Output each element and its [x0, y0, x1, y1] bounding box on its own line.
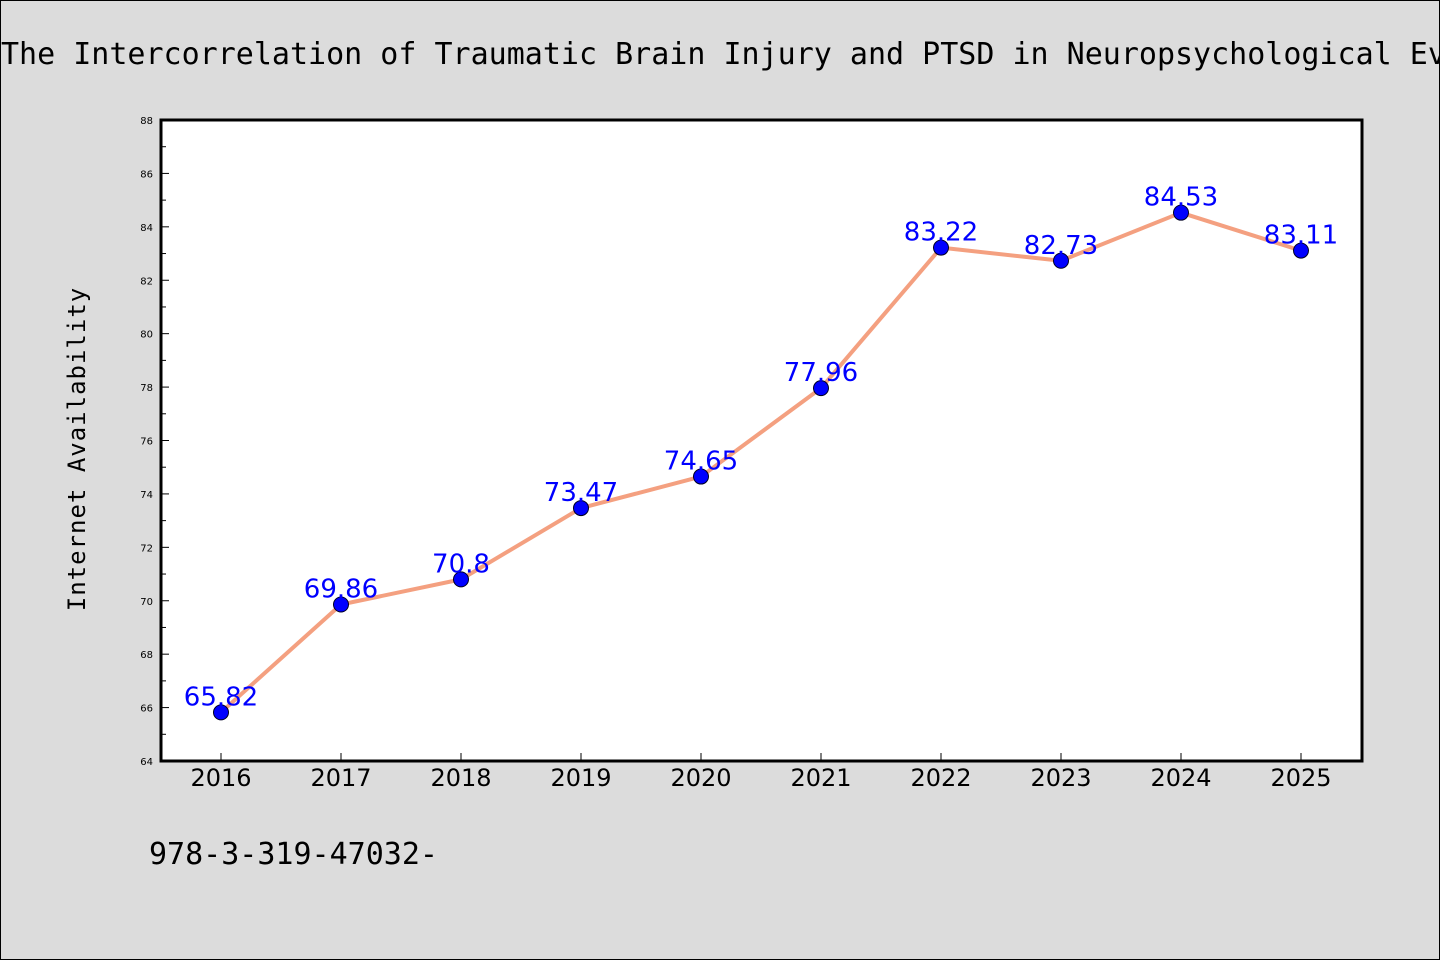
plot-frame — [159, 118, 1364, 763]
footer-text: 978-3-319-47032- — [149, 837, 438, 872]
data-label: 69.86 — [304, 574, 378, 604]
x-tick-label: 2024 — [1150, 764, 1211, 792]
data-label: 74.65 — [664, 447, 738, 477]
x-tick-label: 2023 — [1030, 764, 1091, 792]
data-label: 82.73 — [1024, 231, 1098, 261]
data-points — [213, 204, 1309, 721]
x-tick-label: 2025 — [1270, 764, 1331, 792]
data-point — [213, 704, 229, 721]
y-tick-label: 66 — [140, 704, 153, 715]
data-label: 77.96 — [784, 358, 858, 388]
x-tick-label: 2017 — [310, 764, 371, 792]
data-point — [333, 596, 349, 613]
y-tick-label: 72 — [140, 543, 153, 554]
data-point — [453, 571, 469, 588]
data-point — [1053, 252, 1069, 269]
series-line — [219, 210, 1302, 714]
data-point — [1293, 242, 1309, 259]
data-point — [933, 239, 949, 256]
data-label: 83.11 — [1264, 221, 1338, 251]
y-tick-label: 78 — [140, 383, 153, 394]
data-point — [693, 468, 709, 485]
y-tick-label: 64 — [140, 757, 153, 768]
plot-area — [161, 120, 1362, 761]
data-point — [813, 380, 829, 397]
data-labels: 65.82 69.86 70.8 73.47 74.65 77.96 83.22 82.73 8… — [184, 183, 1338, 713]
y-tick-label: 86 — [140, 169, 153, 180]
x-tick-label: 2022 — [910, 764, 971, 792]
data-label: 70.8 — [432, 549, 490, 579]
data-label: 83.22 — [904, 218, 978, 248]
x-tick-label: 2019 — [550, 764, 611, 792]
data-point — [1173, 204, 1189, 221]
x-axis-ticks: 2016 2017 2018 2019 2020 2021 2022 2023 2024 2025 — [190, 753, 1332, 792]
y-tick-label: 84 — [140, 223, 153, 234]
x-tick-label: 2018 — [430, 764, 491, 792]
x-tick-label: 2021 — [790, 764, 851, 792]
data-label: 84.53 — [1144, 183, 1218, 213]
y-tick-label: 74 — [140, 490, 153, 501]
y-axis-label: Internet Availability — [63, 287, 91, 611]
data-label: 73.47 — [544, 478, 618, 508]
y-tick-label: 88 — [140, 116, 153, 127]
y-tick-label: 70 — [140, 597, 153, 608]
chart-title: The Intercorrelation of Traumatic Brain … — [1, 37, 1439, 72]
y-tick-label: 80 — [140, 330, 153, 341]
data-label: 65.82 — [184, 682, 258, 712]
y-tick-label: 76 — [140, 437, 153, 448]
x-tick-label: 2020 — [670, 764, 731, 792]
y-tick-label: 82 — [140, 276, 153, 287]
x-tick-label: 2016 — [190, 764, 251, 792]
y-tick-label: 68 — [140, 650, 153, 661]
data-point — [573, 500, 589, 517]
